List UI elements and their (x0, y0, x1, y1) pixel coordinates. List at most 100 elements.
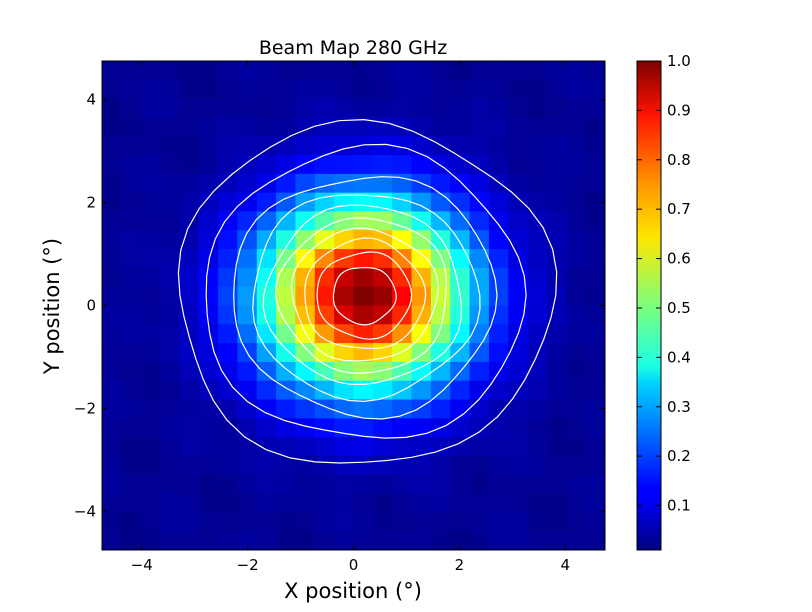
heatmap-cell (140, 211, 161, 231)
heatmap-cell (334, 211, 355, 231)
heatmap-cell (527, 267, 548, 288)
heatmap-cell (256, 98, 277, 119)
heatmap-cell (372, 418, 393, 438)
heatmap-cell (256, 286, 277, 307)
heatmap-cell (430, 361, 451, 382)
heatmap-cell (508, 455, 529, 476)
heatmap-cell (546, 136, 567, 156)
heatmap-cell (198, 98, 219, 119)
heatmap-cell (430, 399, 451, 419)
heatmap-cell (334, 173, 355, 194)
heatmap-cell (411, 531, 432, 550)
heatmap-cell (295, 493, 316, 513)
heatmap-cell (488, 512, 509, 532)
heatmap-cell (314, 455, 335, 476)
heatmap-cell (121, 455, 142, 476)
x-tick-label: 4 (561, 556, 571, 574)
heatmap-cell (411, 117, 432, 137)
heatmap-cell (546, 155, 567, 175)
heatmap-cell (314, 493, 335, 513)
heatmap-cell (179, 455, 200, 476)
heatmap-cell (353, 136, 374, 156)
heatmap-cell (392, 512, 413, 532)
colorbar-tick-label: 0.3 (667, 398, 691, 416)
heatmap-cell (140, 343, 161, 363)
heatmap-cell (334, 437, 355, 457)
heatmap-cell (450, 136, 471, 156)
heatmap-cell (295, 98, 316, 119)
heatmap-cell (276, 98, 297, 119)
heatmap-cell (237, 267, 258, 288)
y-tick-label: 0 (86, 297, 96, 315)
heatmap-cell (372, 474, 393, 495)
heatmap-cell (295, 343, 316, 363)
heatmap-cell (469, 361, 490, 382)
heatmap-cell (276, 230, 297, 250)
heatmap-cell (256, 380, 277, 401)
heatmap-cell (546, 249, 567, 269)
heatmap-cell (295, 136, 316, 156)
heatmap-cell (488, 267, 509, 288)
heatmap-cell (585, 98, 605, 119)
heatmap-cell (237, 493, 258, 513)
heatmap-cell (179, 79, 200, 100)
heatmap-cell (585, 361, 605, 382)
heatmap-cell (508, 437, 529, 457)
heatmap-cell (508, 98, 529, 119)
heatmap-cell (160, 249, 180, 269)
contour-line (177, 118, 558, 464)
heatmap-cell (179, 192, 200, 213)
heatmap-cell (237, 286, 258, 307)
heatmap-cell (508, 493, 529, 513)
heatmap-cell (566, 493, 587, 513)
y-tick-label: −2 (74, 399, 96, 417)
heatmap-cell (527, 230, 548, 250)
heatmap-cell (218, 512, 239, 532)
heatmap-cell (411, 437, 432, 457)
heatmap-cell (334, 61, 355, 81)
heatmap-cell (140, 117, 161, 137)
heatmap-cell (314, 343, 335, 363)
heatmap-cell (546, 437, 567, 457)
heatmap-cell (121, 61, 142, 81)
heatmap-cell (450, 155, 471, 175)
heatmap-cell (295, 512, 316, 532)
heatmap-cell (102, 249, 122, 269)
heatmap-cell (160, 380, 180, 401)
heatmap-cell (527, 173, 548, 194)
heatmap-cell (256, 474, 277, 495)
heatmap-cell (488, 117, 509, 137)
colorbar-tick-label: 1.0 (667, 52, 691, 70)
heatmap-cell (411, 474, 432, 495)
heatmap-cell (353, 361, 374, 382)
heatmap-cell (102, 493, 122, 513)
heatmap-cell (256, 399, 277, 419)
heatmap-cell (179, 343, 200, 363)
heatmap-cell (160, 286, 180, 307)
heatmap-cell (276, 455, 297, 476)
heatmap-cell (218, 230, 239, 250)
y-axis: 4 2 0 −2 −4 (74, 91, 605, 520)
heatmap-cell (237, 173, 258, 194)
heatmap-cell (585, 418, 605, 438)
colorbar-tick-label: 0.4 (667, 348, 691, 366)
heatmap-cell (198, 61, 219, 81)
heatmap-cell (334, 324, 355, 344)
heatmap-cell (508, 531, 529, 550)
x-tick-label: 2 (455, 556, 465, 574)
heatmap-cell (256, 455, 277, 476)
heatmap-cell (469, 437, 490, 457)
heatmap-cell (469, 249, 490, 269)
heatmap-cell (334, 343, 355, 363)
heatmap-cell (179, 361, 200, 382)
heatmap-cell (469, 136, 490, 156)
heatmap-cell (140, 531, 161, 550)
heatmap-cell (237, 136, 258, 156)
heatmap-cell (334, 267, 355, 288)
heatmap-cell (256, 437, 277, 457)
heatmap-cell (140, 79, 161, 100)
heatmap-cell (430, 211, 451, 231)
heatmap-cell (179, 493, 200, 513)
heatmap-cell (198, 324, 219, 344)
heatmap-cell (392, 61, 413, 81)
